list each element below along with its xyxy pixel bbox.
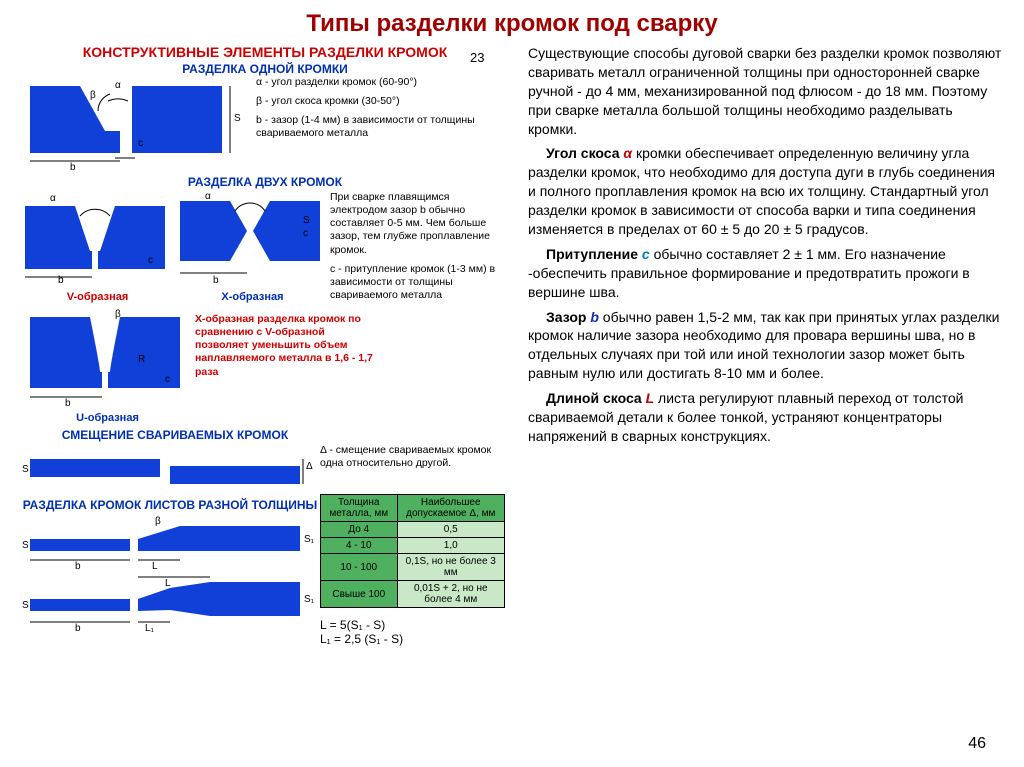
thickness-header: РАЗДЕЛКА КРОМОК ЛИСТОВ РАЗНОЙ ТОЛЩИНЫ xyxy=(20,498,320,512)
svg-text:L: L xyxy=(152,561,158,569)
svg-text:R: R xyxy=(138,354,145,365)
svg-text:Δ: Δ xyxy=(306,461,313,472)
table-row: 10 - 1000,1S, но не более 3 мм xyxy=(321,554,505,581)
diagram-x-shape: α c S b xyxy=(175,191,325,286)
formula-L: L = 5(S₁ - S) xyxy=(320,618,505,632)
diagram-v-shape: α b c xyxy=(20,191,170,286)
table-row: Свыше 1000,01S + 2, но не более 4 мм xyxy=(321,581,505,608)
svg-text:b: b xyxy=(75,561,81,569)
legend-alpha: α - угол разделки кромок (60-90°) xyxy=(256,76,500,89)
delta-table: Толщина металла, мм Наибольшее допускаем… xyxy=(320,494,505,608)
paragraph-5: Длиной скоса L листа регулируют плавный … xyxy=(528,389,1004,446)
u-label: U-образная xyxy=(20,412,195,424)
table-row: До 40,5 xyxy=(321,522,505,538)
diagram-header1: КОНСТРУКТИВНЫЕ ЭЛЕМЕНТЫ РАЗДЕЛКИ КРОМОК xyxy=(20,44,510,60)
x-note-text: X-образная разделка кромок по сравнению … xyxy=(195,313,375,379)
offset-header: СМЕЩЕНИЕ СВАРИВАЕМЫХ КРОМОК xyxy=(20,428,330,442)
v-label: V-образная xyxy=(20,291,175,303)
svg-text:α: α xyxy=(205,191,211,202)
diagram-thickness-1: S S₁ β L b xyxy=(20,514,320,569)
svg-text:S₁: S₁ xyxy=(304,594,315,605)
table-head-2: Наибольшее допускаемое Δ, мм xyxy=(397,495,505,522)
formula-L1: L₁ = 2,5 (S₁ - S) xyxy=(320,632,505,646)
svg-text:S: S xyxy=(234,113,241,124)
paragraph-3: Притупление c обычно составляет 2 ± 1 мм… xyxy=(528,245,1004,302)
svg-text:L₁: L₁ xyxy=(145,623,155,634)
svg-text:β: β xyxy=(90,90,96,101)
table-row: 4 - 101,0 xyxy=(321,538,505,554)
left-column: КОНСТРУКТИВНЫЕ ЭЛЕМЕНТЫ РАЗДЕЛКИ КРОМОК … xyxy=(20,44,510,646)
paragraph-4: Зазор b обычно равен 1,5-2 мм, так как п… xyxy=(528,308,1004,384)
svg-text:c: c xyxy=(138,138,143,149)
svg-text:β: β xyxy=(155,516,161,527)
diagram-u-shape: β R c b xyxy=(20,307,190,407)
svg-text:L: L xyxy=(165,578,171,589)
svg-text:c: c xyxy=(148,255,153,266)
paragraph-2: Угол скоса α кромки обеспечивает определ… xyxy=(528,144,1004,238)
diagram-thickness-2: S S₁ L₁ L b xyxy=(20,574,320,634)
svg-text:α: α xyxy=(50,193,56,204)
legend-x-note: X-образная разделка кромок по сравнению … xyxy=(195,307,375,379)
svg-text:S: S xyxy=(22,600,29,611)
svg-text:c: c xyxy=(165,374,170,385)
svg-text:S: S xyxy=(22,540,29,551)
svg-text:b: b xyxy=(70,162,76,171)
diagram-header-double: РАЗДЕЛКА ДВУХ КРОМОК xyxy=(20,175,510,189)
svg-text:b: b xyxy=(213,275,219,286)
svg-text:c: c xyxy=(303,228,308,239)
svg-text:b: b xyxy=(65,398,71,407)
right-column: Существующие способы дуговой сварки без … xyxy=(510,44,1004,646)
svg-text:b: b xyxy=(75,623,81,634)
legend-gap-c: При сварке плавящимся электродом зазор b… xyxy=(330,191,500,302)
svg-text:S: S xyxy=(22,464,29,475)
svg-text:α: α xyxy=(115,80,121,91)
diagram-offset: S Δ xyxy=(20,444,320,494)
content: КОНСТРУКТИВНЫЕ ЭЛЕМЕНТЫ РАЗДЕЛКИ КРОМОК … xyxy=(0,44,1024,646)
legend-delta: Δ - смещение свариваемых кромок одна отн… xyxy=(320,444,500,470)
page-23-label: 23 xyxy=(470,50,484,65)
paragraph-1: Существующие способы дуговой сварки без … xyxy=(528,44,1004,138)
legend-b: b - зазор (1-4 мм) в зависимости от толщ… xyxy=(256,114,500,140)
svg-text:β: β xyxy=(115,309,121,320)
svg-text:S₁: S₁ xyxy=(304,534,315,545)
page-title: Типы разделки кромок под сварку xyxy=(0,0,1024,44)
legend-gap: При сварке плавящимся электродом зазор b… xyxy=(330,191,500,257)
table-head-1: Толщина металла, мм xyxy=(321,495,398,522)
legend-alpha-beta: α - угол разделки кромок (60-90°) β - уг… xyxy=(250,76,500,141)
diagram-header-single: РАЗДЕЛКА ОДНОЙ КРОМКИ xyxy=(20,62,510,76)
page-number: 46 xyxy=(968,735,986,753)
svg-text:S: S xyxy=(303,215,310,226)
legend-c: с - притупление кромок (1-3 мм) в зависи… xyxy=(330,263,500,302)
diagram-single-edge: α β b c S xyxy=(20,76,250,171)
legend-beta: β - угол скоса кромки (30-50°) xyxy=(256,95,500,108)
x-label: X-образная xyxy=(175,291,330,303)
